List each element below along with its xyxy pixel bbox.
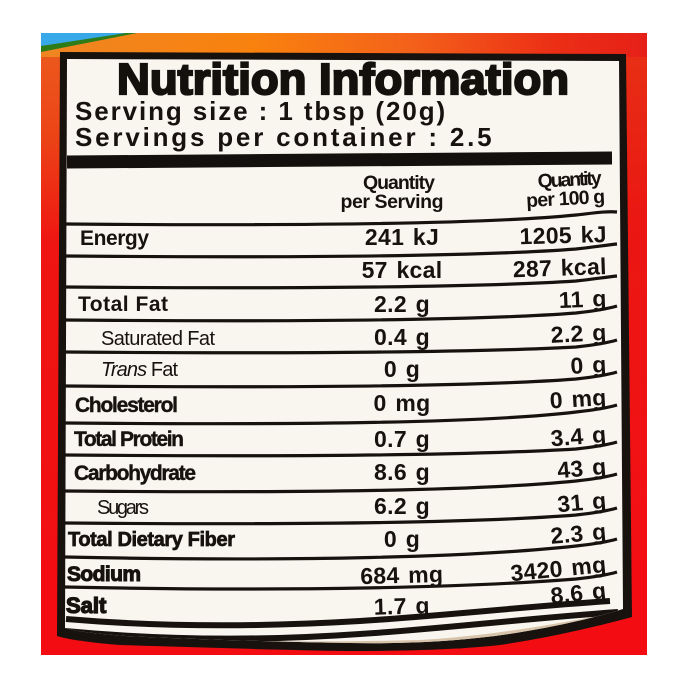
svg-text:11 g: 11 g xyxy=(558,285,607,313)
svg-text:Energy: Energy xyxy=(80,227,149,250)
svg-text:0 g: 0 g xyxy=(384,526,420,552)
svg-text:287 kcal: 287 kcal xyxy=(512,253,607,282)
svg-text:Nutrition Information: Nutrition Information xyxy=(117,55,569,104)
svg-text:Total Fat: Total Fat xyxy=(78,293,168,316)
svg-text:Sodium: Sodium xyxy=(67,563,141,586)
svg-text:0 g: 0 g xyxy=(384,356,420,382)
svg-text:Trans Fat: Trans Fat xyxy=(101,359,178,381)
svg-text:684 mg: 684 mg xyxy=(360,561,444,589)
svg-text:8.6 g: 8.6 g xyxy=(549,577,607,609)
svg-text:0 mg: 0 mg xyxy=(374,390,431,416)
svg-text:2.2 g: 2.2 g xyxy=(550,319,607,348)
svg-text:Sugars: Sugars xyxy=(97,497,149,519)
svg-text:8.6 g: 8.6 g xyxy=(374,459,430,485)
svg-text:0.7 g: 0.7 g xyxy=(374,426,430,452)
svg-text:31 g: 31 g xyxy=(556,487,607,517)
svg-text:Cholesterol: Cholesterol xyxy=(75,394,178,417)
svg-text:Total Dietary Fiber: Total Dietary Fiber xyxy=(68,529,235,551)
svg-text:Quantity: Quantity xyxy=(363,172,435,194)
svg-text:per 100 g: per 100 g xyxy=(526,186,606,212)
svg-text:0.4 g: 0.4 g xyxy=(374,324,430,350)
svg-text:Total Protein: Total Protein xyxy=(74,428,184,451)
svg-text:1205 kJ: 1205 kJ xyxy=(519,221,607,249)
svg-text:2.2 g: 2.2 g xyxy=(374,291,430,317)
svg-text:Quantity: Quantity xyxy=(537,167,602,192)
svg-text:3.4 g: 3.4 g xyxy=(550,421,608,451)
svg-text:Salt: Salt xyxy=(66,593,107,618)
svg-text:0 mg: 0 mg xyxy=(549,384,607,413)
svg-text:6.2 g: 6.2 g xyxy=(374,493,430,519)
svg-text:Servings per container : 2.5: Servings per container : 2.5 xyxy=(75,122,494,152)
svg-text:43 g: 43 g xyxy=(556,453,607,483)
svg-text:2.3 g: 2.3 g xyxy=(549,518,607,549)
svg-text:0 g: 0 g xyxy=(570,351,607,379)
svg-text:Saturated Fat: Saturated Fat xyxy=(101,328,215,350)
svg-text:57 kcal: 57 kcal xyxy=(362,257,443,283)
svg-text:Carbohydrate: Carbohydrate xyxy=(74,462,196,485)
svg-text:1.7 g: 1.7 g xyxy=(373,592,430,619)
svg-text:Serving size : 1 tbsp (20g): Serving size : 1 tbsp (20g) xyxy=(75,96,447,126)
svg-text:per Serving: per Serving xyxy=(341,191,444,213)
svg-text:241 kJ: 241 kJ xyxy=(365,224,439,250)
